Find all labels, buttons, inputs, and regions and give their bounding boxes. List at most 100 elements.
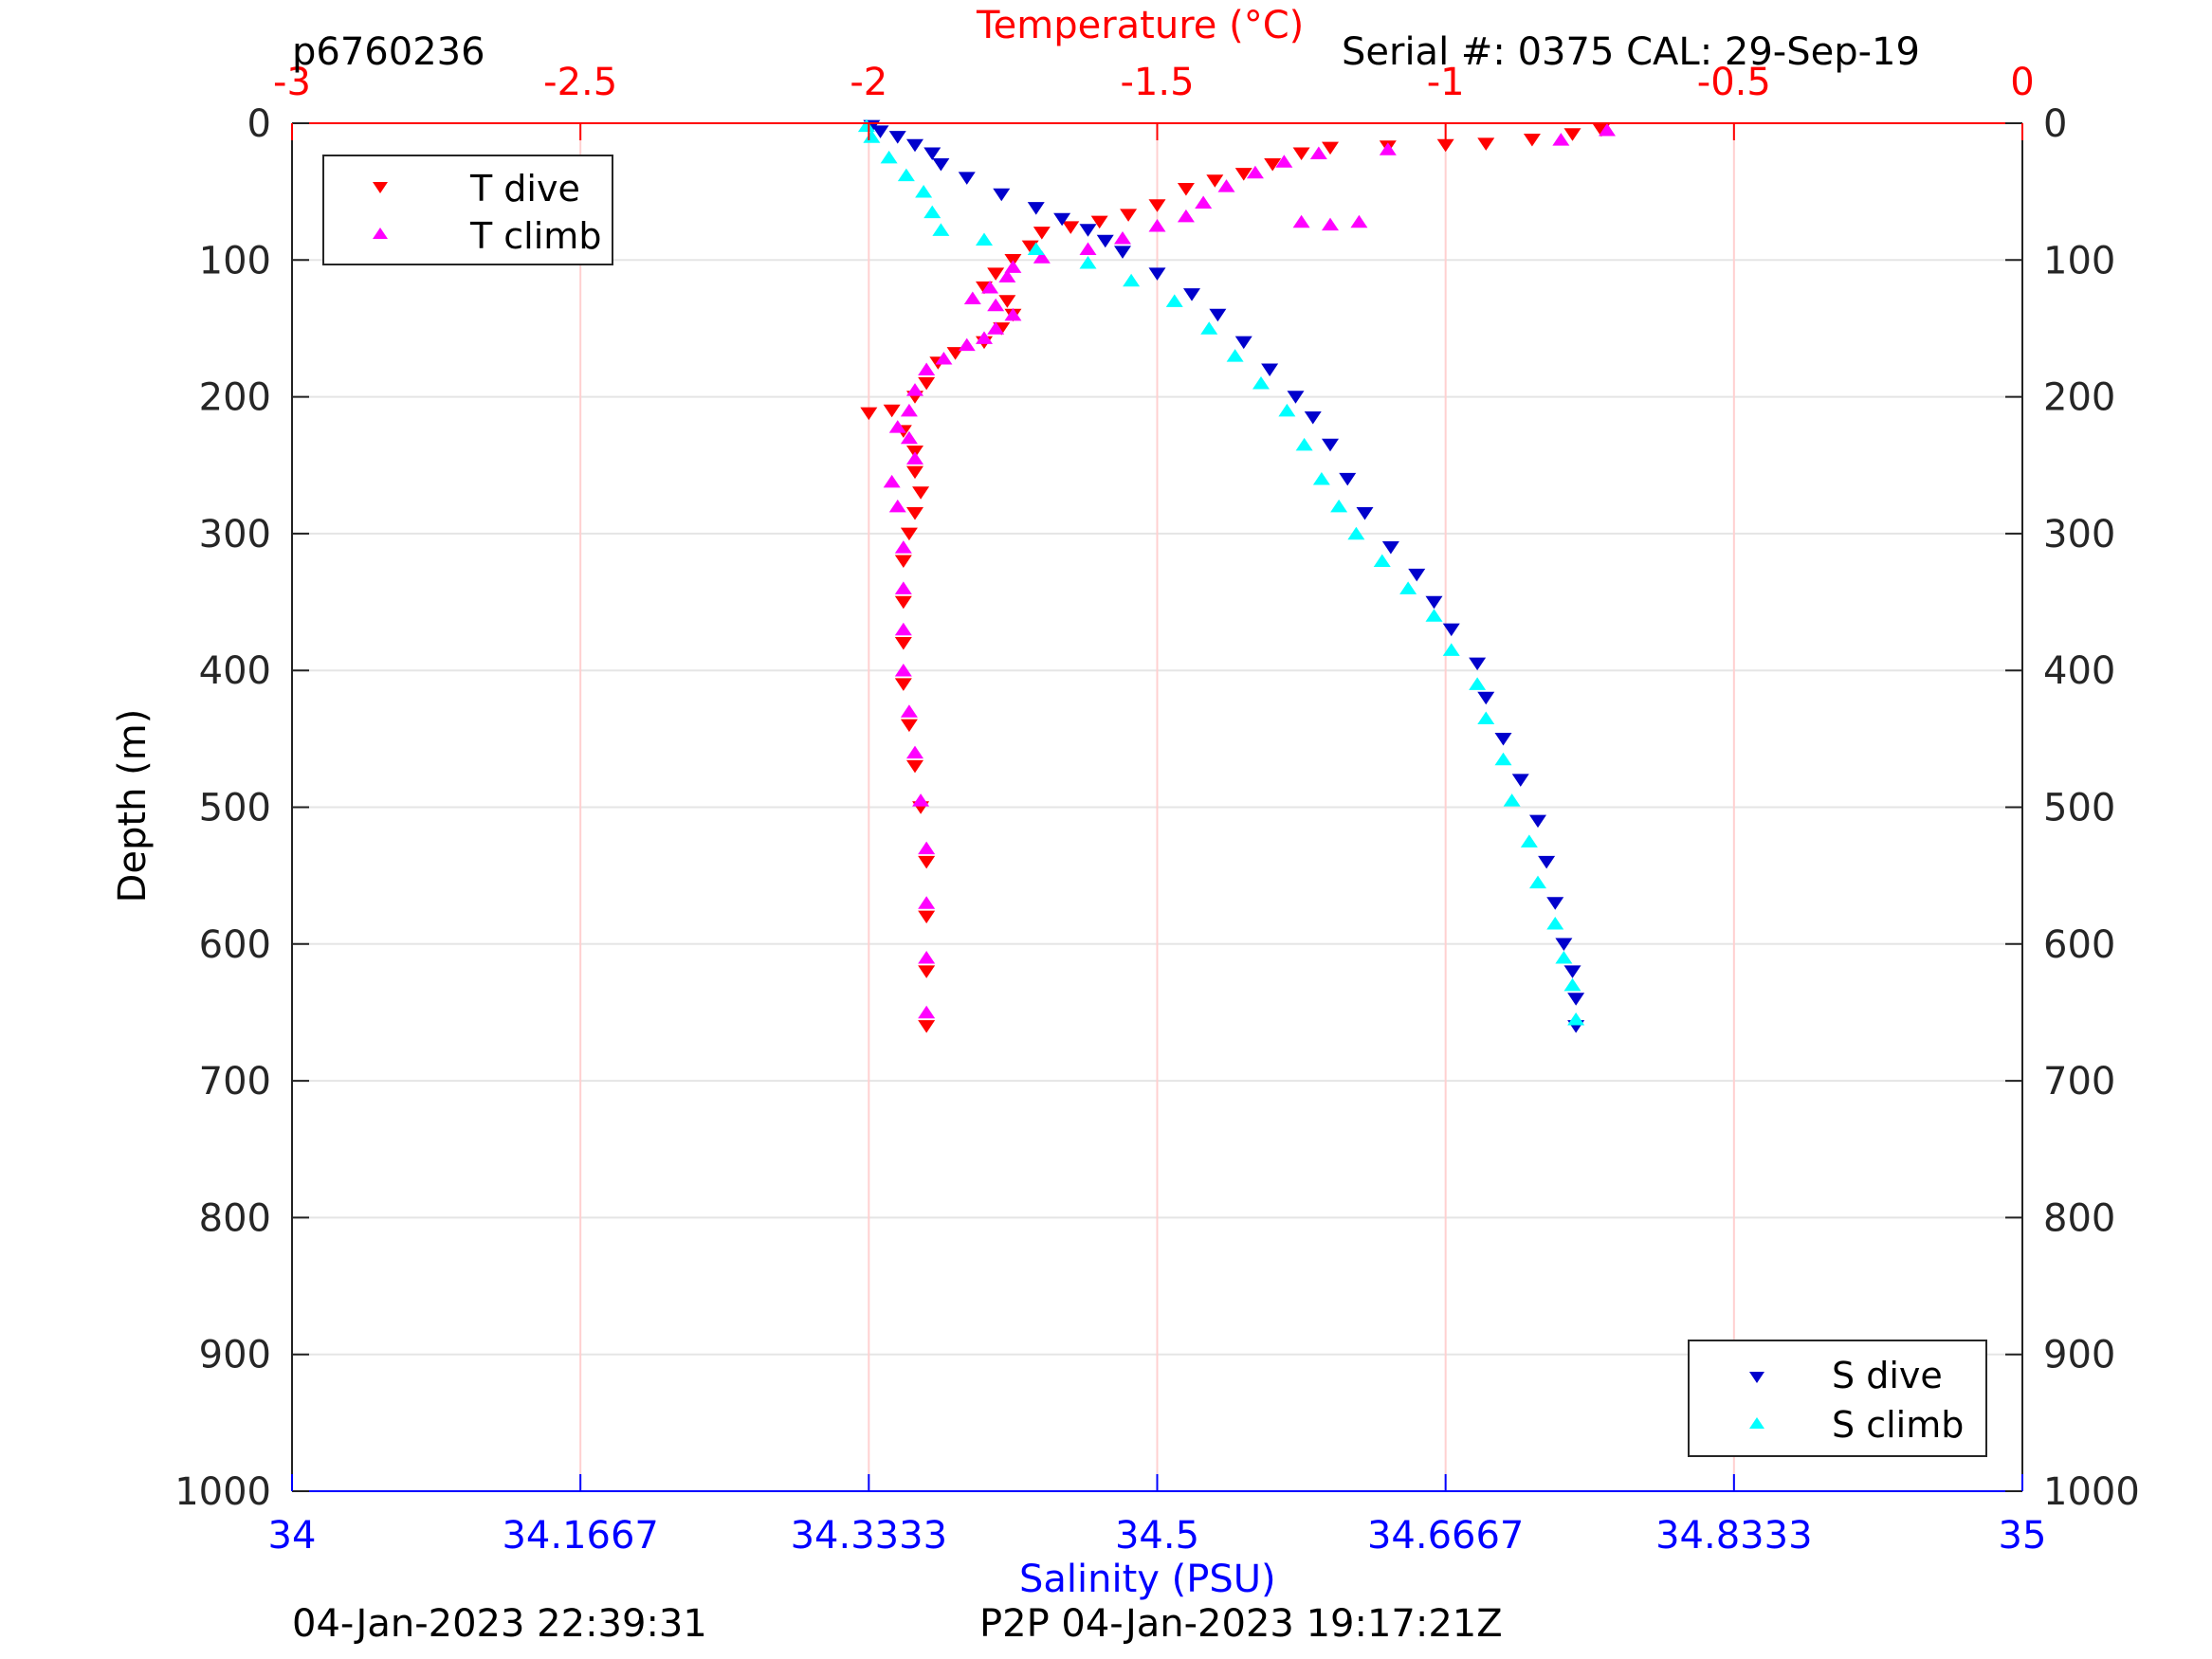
data-point xyxy=(1538,855,1556,869)
series-s-dive xyxy=(863,119,1585,1033)
depth-axis-label: Depth (m) xyxy=(111,708,155,903)
data-point xyxy=(888,420,906,433)
data-point xyxy=(1209,308,1227,322)
data-point xyxy=(912,486,930,500)
temperature-tick-label: 0 xyxy=(2010,61,2034,104)
data-point xyxy=(1523,134,1541,147)
data-point xyxy=(1304,410,1322,425)
data-point xyxy=(1275,155,1293,168)
data-point xyxy=(1546,916,1564,930)
data-point xyxy=(1309,146,1327,160)
data-point xyxy=(1165,294,1183,307)
data-point xyxy=(918,910,936,924)
data-point xyxy=(894,622,912,636)
data-point xyxy=(863,130,881,143)
data-point xyxy=(906,465,923,480)
data-point xyxy=(1425,609,1443,622)
salinity-tick-label: 34.1667 xyxy=(502,1514,658,1558)
data-point xyxy=(987,321,1005,335)
data-point xyxy=(918,841,936,855)
y-tick-label-right: 500 xyxy=(2043,787,2115,830)
data-point xyxy=(906,745,923,759)
data-point xyxy=(976,232,993,246)
data-point xyxy=(918,376,936,391)
data-point xyxy=(915,184,933,198)
data-point xyxy=(1090,215,1108,229)
plot-timestamp: 04-Jan-2023 22:39:31 xyxy=(292,1602,707,1646)
data-point xyxy=(1567,993,1585,1006)
data-point xyxy=(1347,526,1365,540)
s-dive-label: S dive xyxy=(1832,1355,1943,1396)
salinity-legend-markers xyxy=(1749,1372,1764,1429)
data-point xyxy=(1292,214,1310,228)
data-point xyxy=(1114,231,1131,245)
salinity-tick-label: 34.6667 xyxy=(1367,1514,1524,1558)
temperature-tick-label: -1 xyxy=(1427,61,1465,104)
data-point xyxy=(1503,793,1521,807)
temperature-tick-label: -1.5 xyxy=(1120,61,1194,104)
y-tick-label-left: 300 xyxy=(199,513,271,556)
data-point xyxy=(900,704,918,718)
data-point xyxy=(1563,965,1581,978)
data-point xyxy=(1330,499,1348,513)
data-point xyxy=(1563,128,1581,141)
data-point xyxy=(1529,875,1546,889)
data-point xyxy=(1477,691,1495,705)
data-point xyxy=(1322,438,1339,452)
data-point xyxy=(1322,217,1339,231)
data-point xyxy=(923,147,941,160)
y-tick-label-left: 700 xyxy=(199,1060,271,1103)
data-point xyxy=(981,280,999,294)
salinity-tick-label: 34.5 xyxy=(1115,1514,1199,1558)
y-tick-label-right: 300 xyxy=(2043,513,2115,556)
data-point xyxy=(888,499,906,513)
y-tick-label-left: 500 xyxy=(199,787,271,830)
data-point xyxy=(935,351,953,365)
data-point xyxy=(1148,199,1166,212)
data-point xyxy=(894,555,912,568)
data-point xyxy=(918,1020,936,1033)
y-tick-label-right: 100 xyxy=(2043,239,2115,283)
temperature-axis-label: Temperature (°C) xyxy=(977,4,1305,47)
data-point xyxy=(1520,834,1538,848)
data-point xyxy=(900,403,918,417)
data-point xyxy=(976,331,993,344)
data-point xyxy=(918,951,936,964)
salinity-axis-label: Salinity (PSU) xyxy=(1019,1558,1276,1601)
y-tick-label-right: 400 xyxy=(2043,649,2115,693)
data-point xyxy=(1381,541,1399,555)
data-point xyxy=(1287,391,1305,404)
data-point xyxy=(932,157,950,172)
data-point xyxy=(857,118,875,133)
y-tick-label-left: 1000 xyxy=(174,1470,271,1514)
y-tick-label-right: 0 xyxy=(2043,102,2067,146)
data-point xyxy=(1177,209,1195,223)
data-point xyxy=(1442,643,1460,656)
data-point xyxy=(871,125,889,138)
data-point xyxy=(1563,977,1581,992)
series-s-climb xyxy=(857,118,1585,1026)
y-tick-label-left: 100 xyxy=(199,239,271,283)
data-point xyxy=(894,664,912,677)
data-point xyxy=(1494,733,1512,746)
data-point xyxy=(1148,267,1166,281)
data-point xyxy=(1246,165,1264,179)
t-dive-marker xyxy=(373,182,388,193)
data-point xyxy=(1234,336,1252,350)
data-point xyxy=(900,430,918,445)
data-point xyxy=(923,205,941,219)
data-point xyxy=(1027,242,1045,256)
data-points xyxy=(857,118,1616,1033)
data-point xyxy=(1567,1012,1585,1026)
data-point xyxy=(894,581,912,594)
data-point xyxy=(883,474,901,488)
data-point xyxy=(1200,321,1218,335)
data-point xyxy=(987,298,1005,312)
salinity-tick-label: 34.3333 xyxy=(791,1514,947,1558)
y-tick-label-right: 800 xyxy=(2043,1196,2115,1240)
data-point xyxy=(987,267,1005,281)
data-point xyxy=(1217,179,1235,192)
data-point xyxy=(1295,437,1313,451)
data-point xyxy=(894,595,912,610)
data-point xyxy=(906,759,923,774)
